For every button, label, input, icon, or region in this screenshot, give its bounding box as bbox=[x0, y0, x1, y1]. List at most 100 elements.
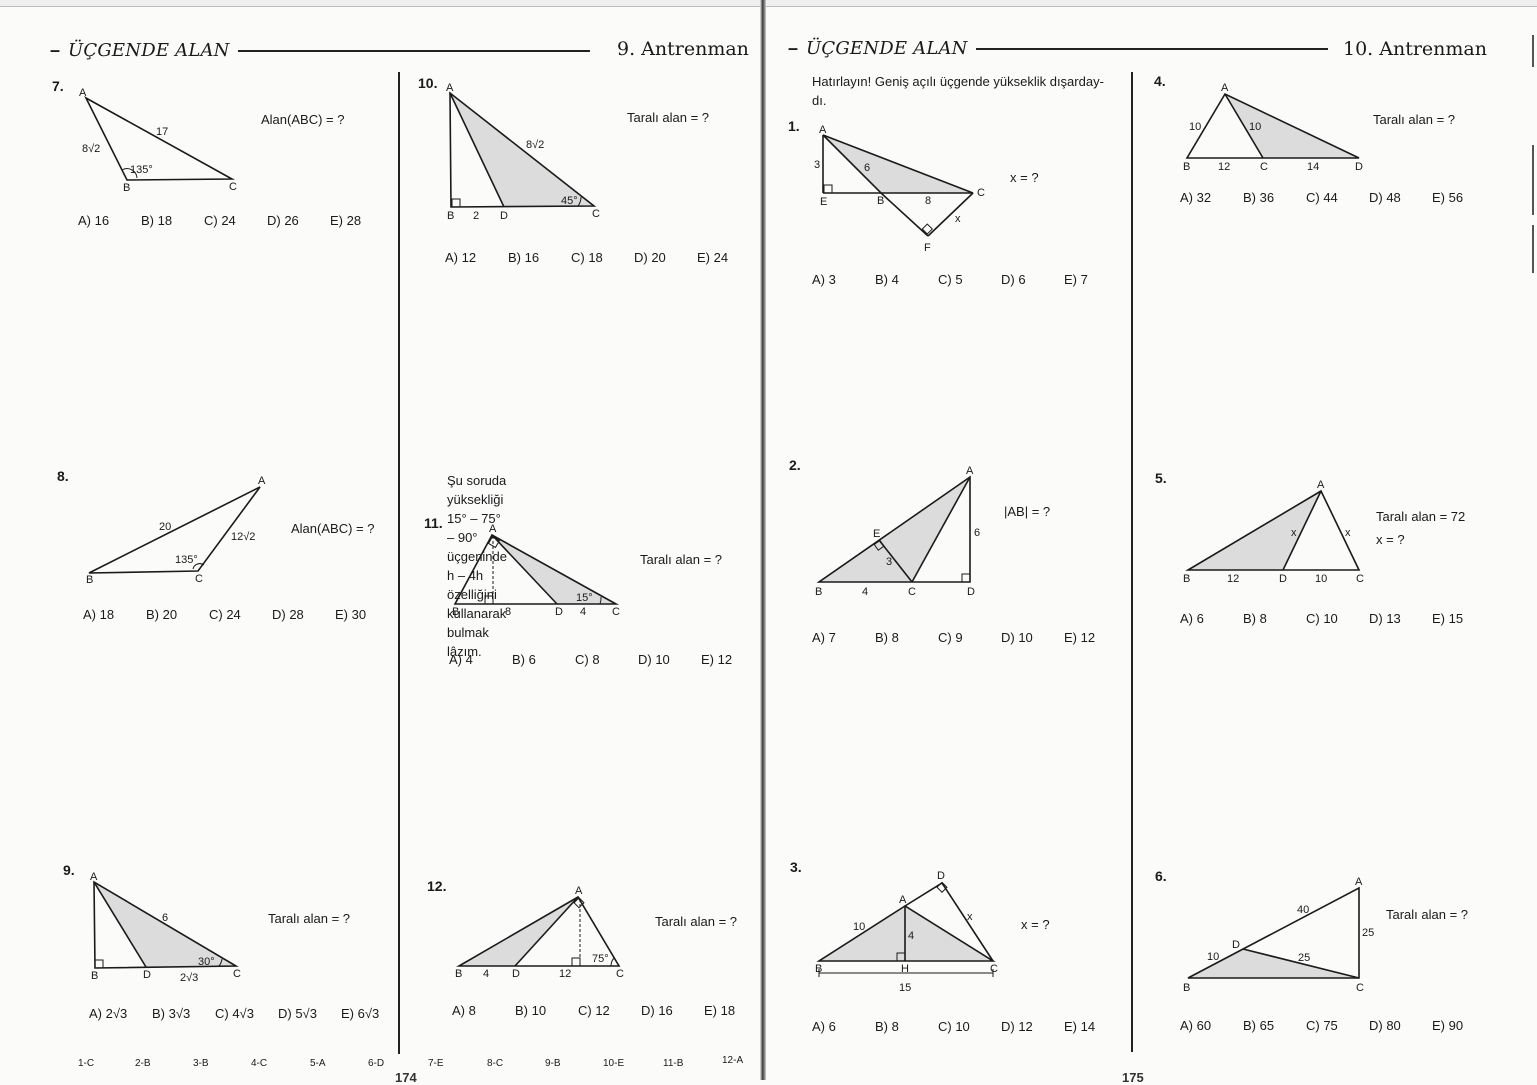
choice-c[interactable]: C) 8 bbox=[575, 652, 600, 667]
triangle-figure: A 3 6 E B 8 C x F bbox=[814, 124, 985, 254]
choice-d[interactable]: D) 13 bbox=[1369, 611, 1401, 626]
choice-e[interactable]: E) 90 bbox=[1432, 1018, 1464, 1033]
choice-b[interactable]: B) 10 bbox=[515, 1003, 547, 1018]
choice-a[interactable]: A) 60 bbox=[1180, 1018, 1212, 1033]
answer-choices: A) 7 B) 8 C) 9 D) 10 E) 12 bbox=[812, 630, 1127, 645]
answer-key-item: 10-E bbox=[603, 1058, 625, 1069]
choice-d[interactable]: D) 48 bbox=[1369, 190, 1401, 205]
choice-b[interactable]: B) 8 bbox=[875, 630, 899, 645]
svg-text:2: 2 bbox=[473, 210, 479, 222]
answer-key-item: 3-B bbox=[193, 1058, 209, 1069]
svg-text:3: 3 bbox=[886, 556, 892, 568]
svg-text:D: D bbox=[967, 586, 975, 598]
choice-a[interactable]: A) 32 bbox=[1180, 190, 1212, 205]
question-prompt: Taralı alan = 72 bbox=[1376, 509, 1466, 524]
choice-e[interactable]: E) 28 bbox=[330, 213, 362, 228]
choice-d[interactable]: D) 5√3 bbox=[278, 1006, 317, 1021]
svg-text:C: C bbox=[229, 181, 237, 193]
choice-e[interactable]: E) 12 bbox=[1064, 630, 1096, 645]
svg-text:B: B bbox=[1183, 161, 1190, 173]
choice-c[interactable]: C) 75 bbox=[1306, 1018, 1338, 1033]
choice-c[interactable]: C) 44 bbox=[1306, 190, 1338, 205]
choice-a[interactable]: A) 2√3 bbox=[89, 1006, 128, 1021]
choice-b[interactable]: B) 65 bbox=[1243, 1018, 1275, 1033]
triangle-figure: A 10 10 B 12 C 14 D bbox=[1183, 82, 1363, 173]
svg-text:10: 10 bbox=[1207, 951, 1219, 963]
choice-a[interactable]: A) 8 bbox=[452, 1003, 476, 1018]
choice-e[interactable]: E) 18 bbox=[704, 1003, 736, 1018]
choice-a[interactable]: A) 7 bbox=[812, 630, 836, 645]
choice-e[interactable]: E) 7 bbox=[1064, 272, 1088, 287]
choice-e[interactable]: E) 15 bbox=[1432, 611, 1464, 626]
svg-text:B: B bbox=[877, 195, 884, 207]
choice-d[interactable]: D) 16 bbox=[641, 1003, 673, 1018]
answer-choices: A) 16 B) 18 C) 24 D) 26 E) 28 bbox=[78, 213, 393, 228]
choice-c[interactable]: C) 24 bbox=[209, 607, 241, 622]
svg-text:C: C bbox=[612, 606, 620, 618]
choice-a[interactable]: A) 16 bbox=[78, 213, 110, 228]
choice-b[interactable]: B) 6 bbox=[512, 652, 536, 667]
choice-b[interactable]: B) 3√3 bbox=[152, 1006, 191, 1021]
choice-b[interactable]: B) 4 bbox=[875, 272, 899, 287]
triangle-figure: D A 10 4 x B H C 15 bbox=[815, 870, 998, 994]
choice-d[interactable]: D) 10 bbox=[638, 652, 670, 667]
svg-text:E: E bbox=[873, 528, 880, 540]
choice-c[interactable]: C) 4√3 bbox=[215, 1006, 254, 1021]
choice-c[interactable]: C) 10 bbox=[938, 1019, 970, 1034]
choice-c[interactable]: C) 9 bbox=[938, 630, 963, 645]
choice-b[interactable]: B) 16 bbox=[508, 250, 540, 265]
choice-a[interactable]: A) 18 bbox=[83, 607, 115, 622]
answer-key-item: 11-B bbox=[663, 1058, 684, 1069]
choice-c[interactable]: C) 12 bbox=[578, 1003, 610, 1018]
choice-d[interactable]: D) 28 bbox=[272, 607, 304, 622]
choice-a[interactable]: A) 3 bbox=[812, 272, 836, 287]
choice-d[interactable]: D) 26 bbox=[267, 213, 299, 228]
svg-text:8: 8 bbox=[925, 195, 931, 207]
question-prompt: Taralı alan = ? bbox=[640, 552, 723, 567]
choice-e[interactable]: E) 56 bbox=[1432, 190, 1464, 205]
choice-a[interactable]: A) 6 bbox=[1180, 611, 1204, 626]
svg-text:3: 3 bbox=[814, 159, 820, 171]
column-divider bbox=[1131, 72, 1133, 1052]
svg-text:D: D bbox=[512, 968, 520, 980]
choice-b[interactable]: B) 20 bbox=[146, 607, 178, 622]
choice-b[interactable]: B) 18 bbox=[141, 213, 173, 228]
svg-text:15°: 15° bbox=[576, 592, 593, 604]
choice-e[interactable]: E) 6√3 bbox=[341, 1006, 380, 1021]
choice-e[interactable]: E) 24 bbox=[697, 250, 729, 265]
svg-text:12: 12 bbox=[1218, 161, 1230, 173]
choice-e[interactable]: E) 30 bbox=[335, 607, 367, 622]
triangle-figure: A B 4 D 12 C 75° bbox=[455, 885, 624, 980]
choice-c[interactable]: C) 10 bbox=[1306, 611, 1338, 626]
svg-text:A: A bbox=[966, 465, 974, 477]
svg-text:C: C bbox=[908, 586, 916, 598]
scan-edge-mark bbox=[1532, 145, 1534, 215]
page-number: 175 bbox=[1122, 1070, 1144, 1085]
choice-d[interactable]: D) 12 bbox=[1001, 1019, 1033, 1034]
choice-a[interactable]: A) 4 bbox=[449, 652, 473, 667]
book-spine bbox=[760, 0, 766, 1080]
svg-text:C: C bbox=[1356, 982, 1364, 994]
choice-d[interactable]: D) 20 bbox=[634, 250, 666, 265]
svg-text:D: D bbox=[500, 210, 508, 222]
choice-b[interactable]: B) 8 bbox=[875, 1019, 899, 1034]
choice-d[interactable]: D) 80 bbox=[1369, 1018, 1401, 1033]
choice-a[interactable]: A) 12 bbox=[445, 250, 477, 265]
question-number: 4. bbox=[1154, 73, 1166, 89]
svg-text:8: 8 bbox=[505, 606, 511, 618]
choice-c[interactable]: C) 24 bbox=[204, 213, 236, 228]
choice-c[interactable]: C) 18 bbox=[571, 250, 603, 265]
svg-text:A: A bbox=[575, 885, 583, 897]
choice-b[interactable]: B) 8 bbox=[1243, 611, 1267, 626]
svg-text:C: C bbox=[616, 968, 624, 980]
choice-a[interactable]: A) 6 bbox=[812, 1019, 836, 1034]
svg-text:C: C bbox=[1260, 161, 1268, 173]
choice-d[interactable]: D) 6 bbox=[1001, 272, 1026, 287]
choice-b[interactable]: B) 36 bbox=[1243, 190, 1275, 205]
choice-e[interactable]: E) 12 bbox=[701, 652, 733, 667]
svg-text:A: A bbox=[819, 124, 827, 136]
choice-c[interactable]: C) 5 bbox=[938, 272, 963, 287]
choice-d[interactable]: D) 10 bbox=[1001, 630, 1033, 645]
question-number: 3. bbox=[790, 859, 802, 875]
choice-e[interactable]: E) 14 bbox=[1064, 1019, 1096, 1034]
